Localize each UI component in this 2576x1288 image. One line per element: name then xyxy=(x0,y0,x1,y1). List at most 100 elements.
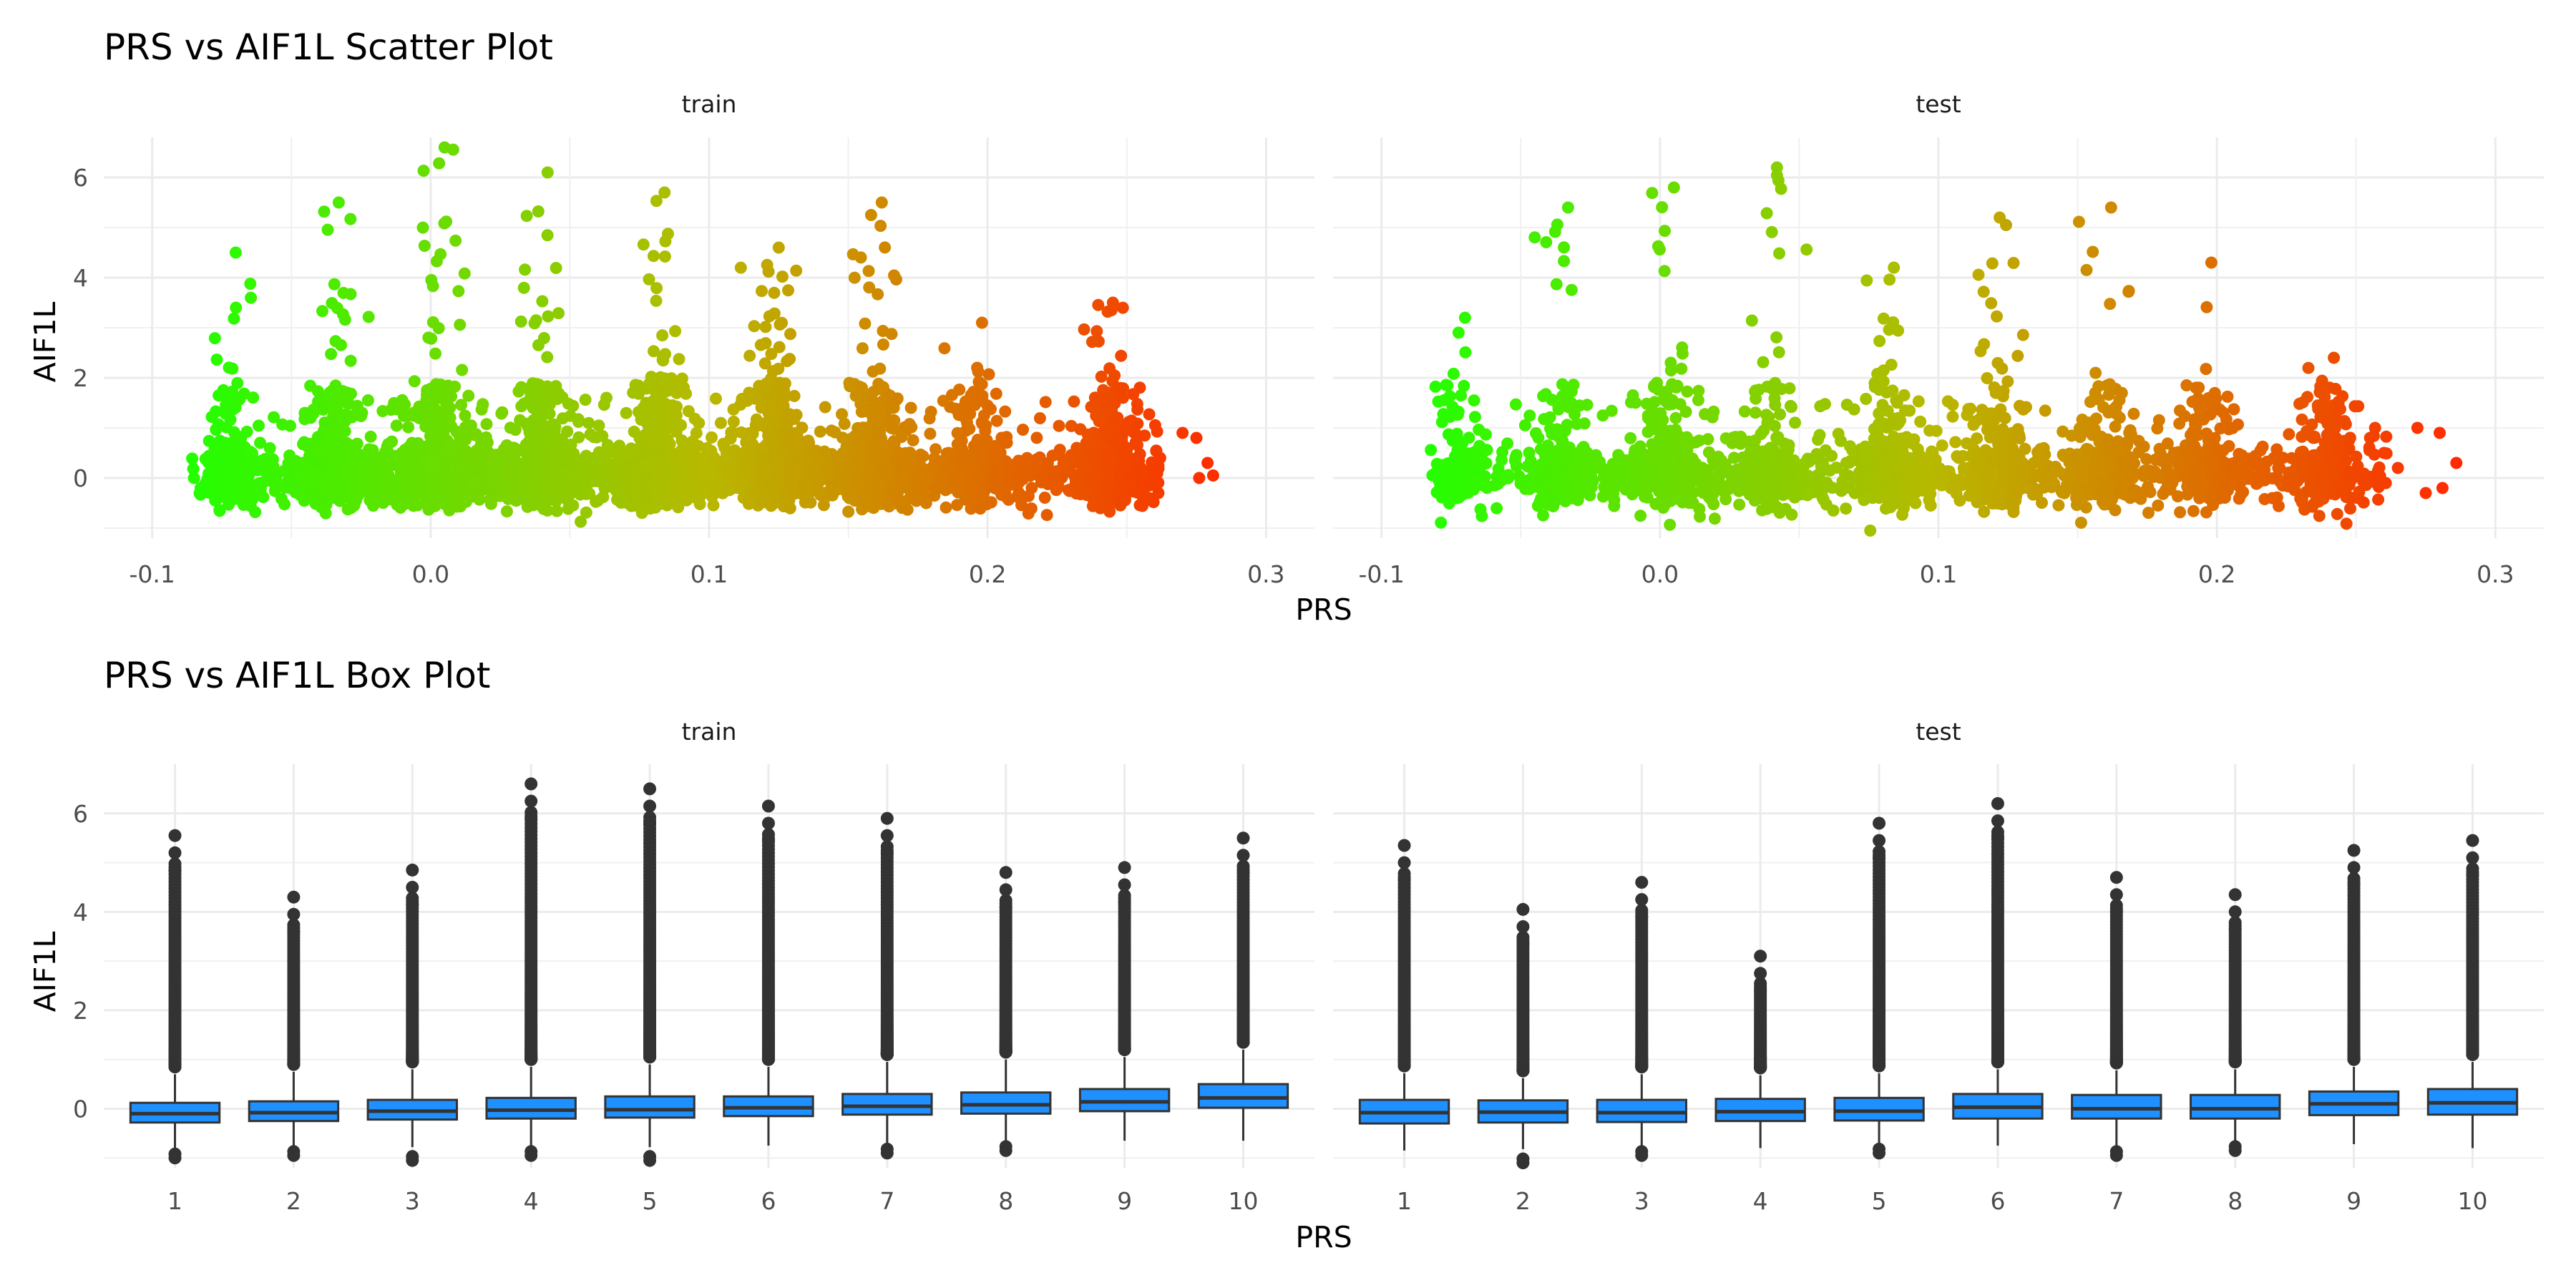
scatter-point xyxy=(872,288,884,301)
scatter-point xyxy=(298,469,311,482)
scatter-point xyxy=(880,467,893,479)
scatter-point xyxy=(734,261,747,274)
scatter-point xyxy=(316,305,328,318)
scatter-point xyxy=(441,379,454,392)
scatter-point xyxy=(844,380,857,393)
scatter-point xyxy=(782,284,794,297)
scatter-point xyxy=(338,313,351,326)
scatter-point xyxy=(466,490,479,503)
scatter-point xyxy=(658,372,671,385)
scatter-point xyxy=(433,157,446,170)
scatter-point xyxy=(381,454,394,467)
scatter-point xyxy=(550,262,562,274)
scatter-point xyxy=(1030,431,1043,444)
scatter-point xyxy=(860,421,873,434)
scatter-point xyxy=(852,479,864,492)
scatter-point xyxy=(1017,424,1029,436)
scatter-point xyxy=(650,487,663,499)
scatter-point xyxy=(530,456,542,468)
scatter-point xyxy=(692,439,705,452)
scatter-point xyxy=(867,386,879,399)
scatter-point xyxy=(298,436,311,449)
scatter-point xyxy=(982,368,995,381)
scatter-point xyxy=(210,424,223,436)
scatter-point xyxy=(819,401,831,414)
scatter-point xyxy=(842,505,855,518)
scatter-point xyxy=(956,443,968,456)
scatter-point xyxy=(598,482,611,494)
scatter-point xyxy=(714,416,727,429)
scatter-point xyxy=(743,469,756,482)
scatter-point xyxy=(436,497,449,509)
scatter-point xyxy=(1050,484,1063,497)
scatter-point xyxy=(332,196,345,209)
scatter-point xyxy=(877,325,889,337)
scatter-point xyxy=(650,464,663,477)
scatter-point xyxy=(776,270,789,283)
scatter-point xyxy=(899,457,912,470)
scatter-point xyxy=(812,484,825,497)
scatter-point xyxy=(409,495,421,508)
scatter-point xyxy=(776,316,789,329)
scatter-point xyxy=(806,465,819,478)
scatter-point xyxy=(362,311,375,323)
scatter-point xyxy=(990,414,1003,427)
scatter-point xyxy=(671,449,684,462)
scatter-point xyxy=(605,462,618,474)
scatter-point xyxy=(329,481,342,494)
scatter-point xyxy=(508,441,521,454)
scatter-point xyxy=(567,499,580,512)
scatter-point xyxy=(682,437,695,450)
scatter-point xyxy=(969,461,981,474)
scatter-point xyxy=(762,265,775,278)
scatter-point xyxy=(985,403,997,416)
scatter-point xyxy=(940,501,952,514)
scatter-point xyxy=(532,205,545,218)
scatter-point xyxy=(683,456,696,469)
scatter-point xyxy=(1038,492,1051,504)
scatter-point xyxy=(856,342,869,355)
scatter-point xyxy=(561,425,574,438)
scatter-point xyxy=(458,267,471,280)
scatter-point xyxy=(452,498,465,511)
scatter-point xyxy=(210,405,223,418)
scatter-point xyxy=(515,400,528,413)
scatter-point xyxy=(469,475,481,488)
scatter-point xyxy=(1033,470,1046,483)
scatter-point xyxy=(645,401,657,414)
scatter-point xyxy=(580,506,592,519)
scatter-points-train xyxy=(186,141,1219,528)
scatter-point xyxy=(423,488,436,501)
scatter-point xyxy=(479,441,492,454)
scatter-point xyxy=(500,505,513,518)
scatter-point xyxy=(422,503,435,516)
scatter-point xyxy=(640,482,653,494)
scatter-point xyxy=(648,345,660,358)
scatter-point xyxy=(416,221,429,234)
scatter-point xyxy=(438,217,451,230)
scatter-point xyxy=(223,498,235,511)
scatter-point xyxy=(784,408,796,421)
scatter-point xyxy=(905,421,918,434)
scatter-point xyxy=(969,483,982,496)
scatter-point xyxy=(565,438,577,451)
scatter-point xyxy=(323,462,336,475)
scatter-point xyxy=(708,452,721,464)
scatter-point xyxy=(1053,419,1065,432)
scatter-point xyxy=(907,434,919,447)
scatter-point xyxy=(930,443,942,456)
scatter-point xyxy=(669,325,682,338)
scatter-point xyxy=(818,445,831,458)
scatter-point xyxy=(407,454,420,467)
scatter-point xyxy=(924,406,937,418)
scatter-point xyxy=(649,501,662,514)
scatter-point xyxy=(529,496,542,509)
scatter-point xyxy=(244,445,257,458)
scatter-point xyxy=(537,332,550,344)
scatter-point xyxy=(263,441,276,454)
scatter-point xyxy=(825,424,838,437)
scatter-point xyxy=(224,441,237,454)
scatter-point xyxy=(862,265,875,278)
scatter-point xyxy=(228,312,240,325)
